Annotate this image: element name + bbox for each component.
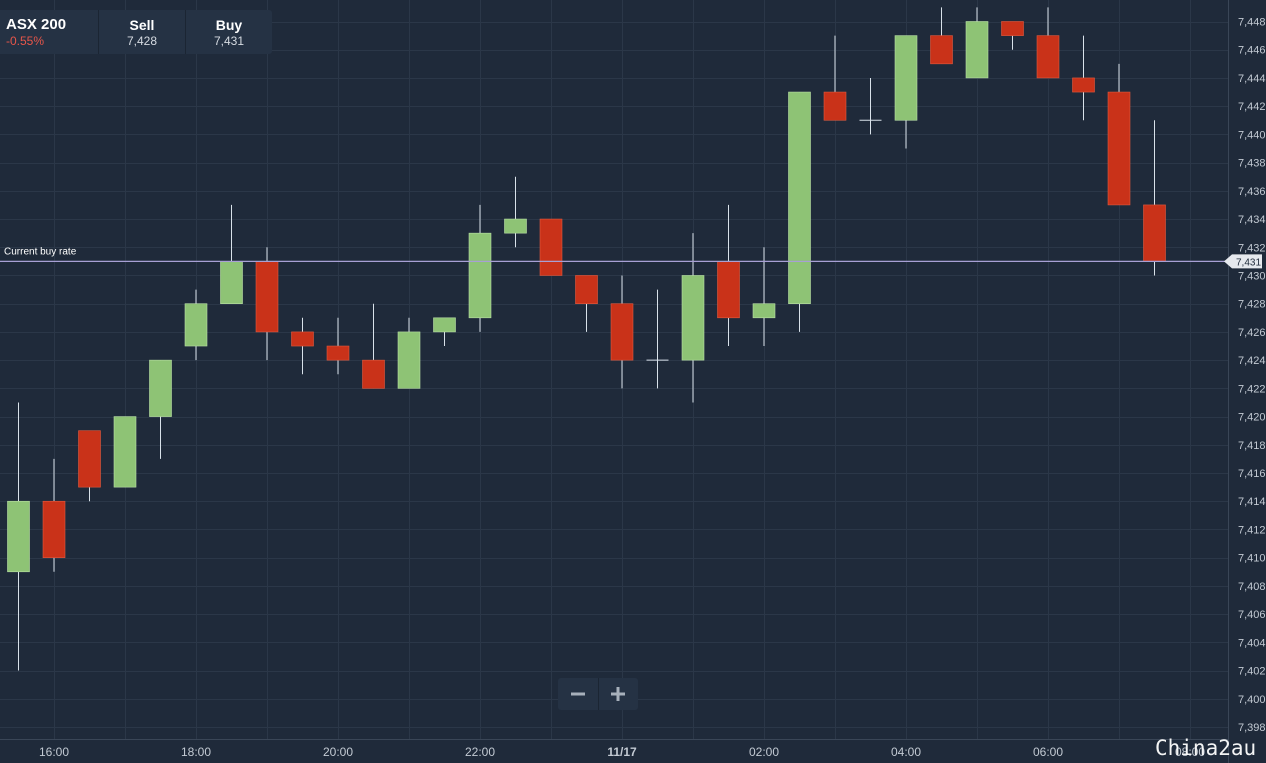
candle-body-up[interactable]: [504, 218, 527, 234]
candle-body-up[interactable]: [965, 21, 989, 79]
y-tick-label: 7,446: [1238, 45, 1266, 57]
candle-body-up[interactable]: [788, 91, 811, 304]
candle-body-down[interactable]: [326, 345, 350, 361]
candle-body-down[interactable]: [575, 275, 598, 305]
x-tick-label: 11/17: [607, 745, 637, 759]
candle-body-down[interactable]: [78, 430, 101, 488]
candle-body-down[interactable]: [1143, 204, 1166, 262]
candle-body-up[interactable]: [397, 331, 421, 389]
y-tick-label: 7,416: [1238, 468, 1266, 480]
y-tick-label: 7,442: [1238, 101, 1266, 113]
y-tick-label: 7,400: [1238, 694, 1266, 706]
candle-body-down[interactable]: [1001, 21, 1024, 36]
current-buy-rate-tag-label: 7,431: [1236, 257, 1261, 268]
x-tick-label: 20:00: [323, 745, 353, 759]
candle-body-down[interactable]: [1072, 77, 1095, 93]
y-tick-label: 7,424: [1238, 355, 1266, 367]
y-tick-label: 7,398: [1238, 722, 1266, 734]
candle-body-down[interactable]: [362, 359, 385, 389]
x-tick-label: 16:00: [39, 745, 69, 759]
candle-body-down[interactable]: [539, 218, 563, 276]
y-tick-label: 7,430: [1238, 270, 1266, 282]
y-tick-label: 7,426: [1238, 327, 1266, 339]
minus-icon: [570, 692, 585, 696]
zoom-in-button[interactable]: [597, 678, 639, 710]
candle-body-up[interactable]: [184, 303, 208, 347]
buy-label: Buy: [215, 16, 243, 33]
plus-icon: [611, 687, 626, 701]
sell-price: 7,428: [126, 33, 158, 48]
y-tick-label: 7,418: [1238, 440, 1266, 452]
current-buy-rate-label: Current buy rate: [4, 246, 77, 257]
watermark-text: China2au: [1155, 736, 1257, 760]
y-tick-label: 7,422: [1238, 383, 1266, 395]
candle-body-up[interactable]: [7, 500, 30, 573]
buy-price: 7,431: [213, 33, 245, 48]
candle-body-up[interactable]: [149, 359, 172, 417]
zoom-controls: [558, 678, 638, 710]
candle-body-down[interactable]: [1107, 91, 1131, 206]
candle-body-up[interactable]: [220, 261, 243, 304]
y-tick-label: 7,414: [1238, 496, 1266, 508]
x-tick-label: 06:00: [1033, 745, 1063, 759]
x-tick-label: 18:00: [181, 745, 211, 759]
sell-button[interactable]: Sell 7,428: [98, 10, 185, 54]
y-tick-label: 7,404: [1238, 637, 1266, 649]
candle-body-down[interactable]: [930, 35, 953, 65]
candle-body-up[interactable]: [113, 416, 137, 488]
y-tick-label: 7,410: [1238, 553, 1266, 565]
candle-body-down[interactable]: [255, 261, 279, 333]
sell-label: Sell: [129, 16, 155, 33]
candle-body-up[interactable]: [681, 275, 705, 361]
instrument-quote-panel[interactable]: ASX 200 -0.55% Sell 7,428 Buy 7,431: [0, 10, 272, 54]
y-tick-label: 7,432: [1238, 242, 1266, 254]
y-tick-label: 7,434: [1238, 214, 1266, 226]
buy-button[interactable]: Buy 7,431: [185, 10, 272, 54]
price-change: -0.55%: [6, 33, 45, 48]
y-tick-label: 7,444: [1238, 73, 1266, 85]
y-tick-label: 7,428: [1238, 299, 1266, 311]
candle-body-down[interactable]: [1036, 35, 1060, 79]
y-tick-label: 7,440: [1238, 129, 1266, 141]
x-tick-label: 02:00: [749, 745, 779, 759]
candle-body-up[interactable]: [752, 303, 776, 319]
instrument-info[interactable]: ASX 200 -0.55%: [0, 10, 98, 54]
y-tick-label: 7,438: [1238, 158, 1266, 170]
zoom-out-button[interactable]: [558, 678, 598, 710]
y-tick-label: 7,436: [1238, 186, 1266, 198]
candle-body-down[interactable]: [717, 261, 740, 319]
y-tick-label: 7,408: [1238, 581, 1266, 593]
x-tick-label: 04:00: [891, 745, 921, 759]
candle-body-up[interactable]: [433, 317, 456, 333]
candle-body-up[interactable]: [894, 35, 918, 121]
y-tick-label: 7,412: [1238, 524, 1266, 536]
candle-body-down[interactable]: [610, 303, 634, 361]
x-tick-label: 08:00: [1175, 745, 1205, 759]
instrument-name: ASX 200: [6, 15, 67, 33]
y-tick-label: 7,406: [1238, 609, 1266, 621]
y-tick-label: 7,402: [1238, 666, 1266, 678]
candle-body-down[interactable]: [291, 331, 314, 347]
candle-body-up[interactable]: [468, 232, 492, 319]
candle-body-down[interactable]: [823, 91, 847, 121]
candle-body-down[interactable]: [42, 500, 66, 558]
y-tick-label: 7,448: [1238, 17, 1266, 29]
current-buy-rate-tag: [1224, 254, 1262, 269]
x-tick-label: 22:00: [465, 745, 495, 759]
y-tick-label: 7,420: [1238, 412, 1266, 424]
